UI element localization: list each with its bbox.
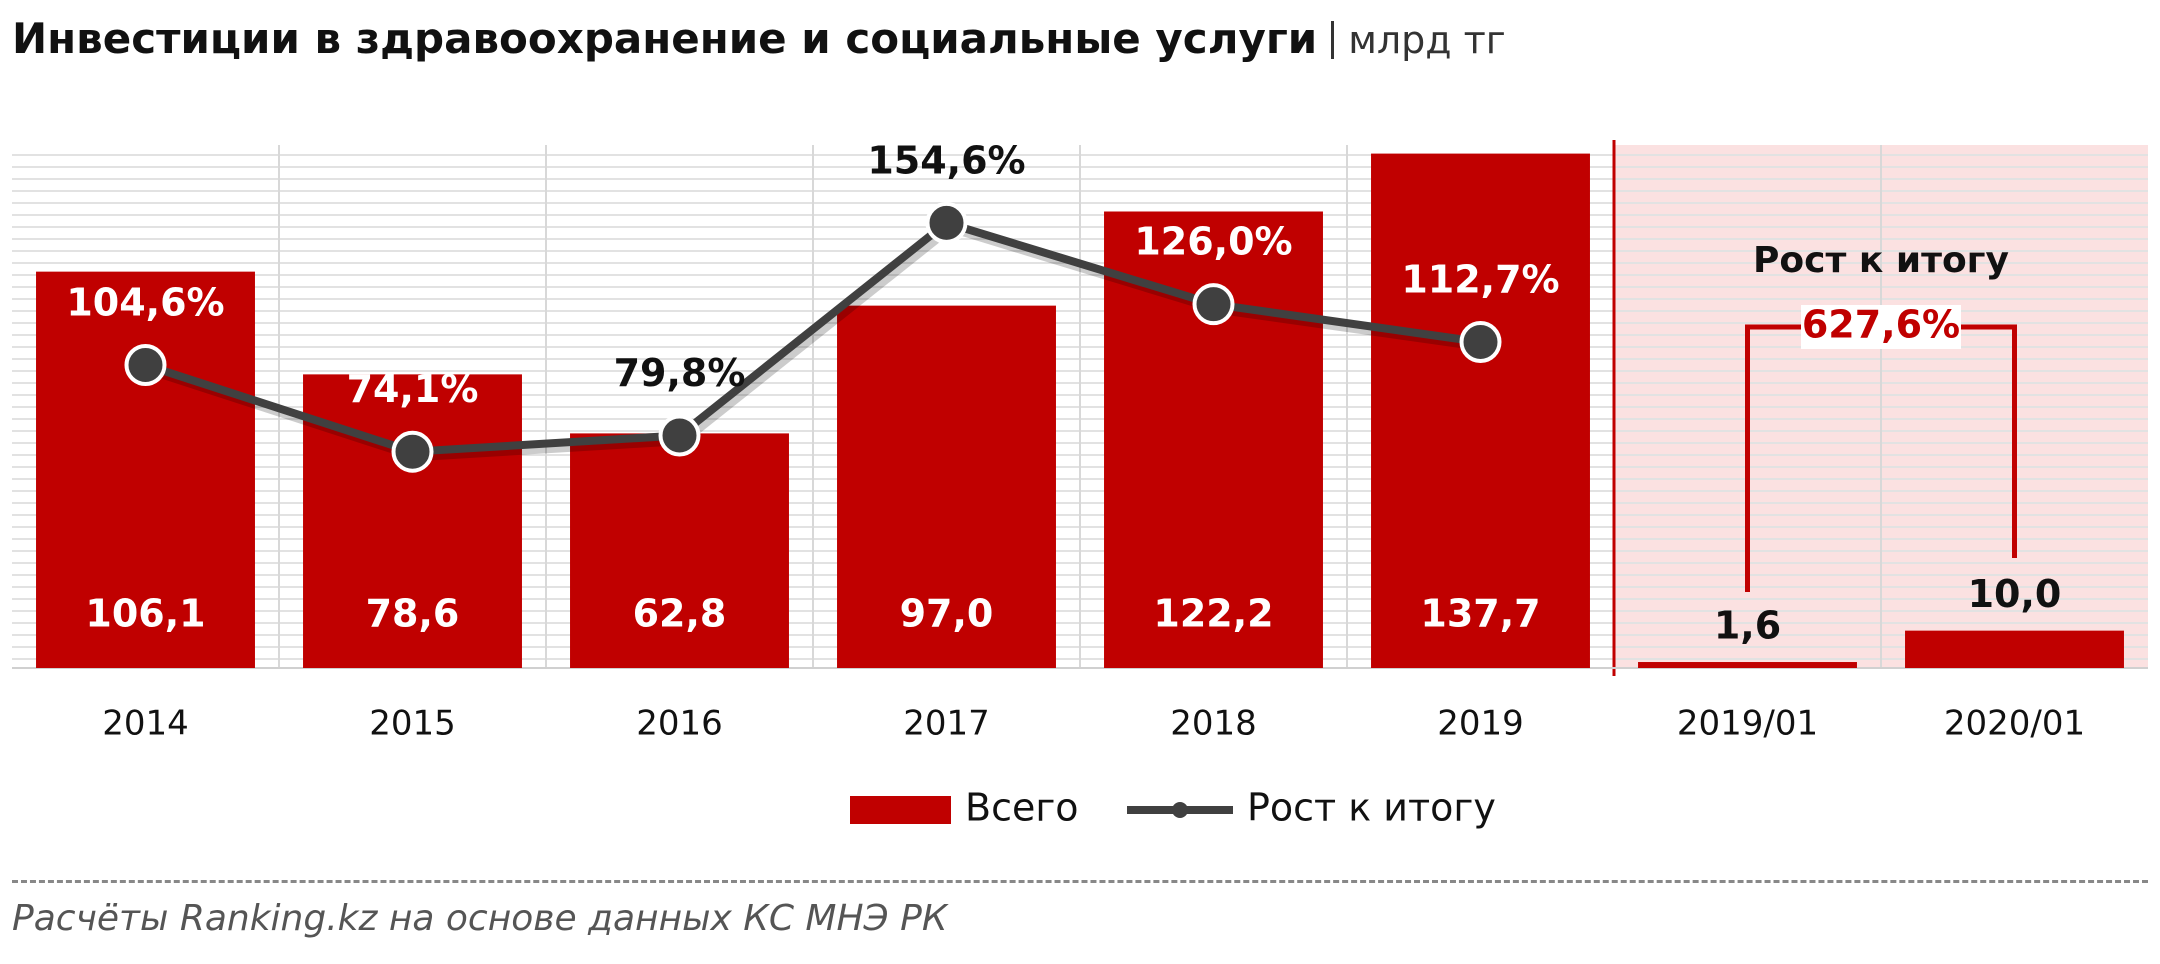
- growth-marker: [124, 344, 167, 387]
- growth-marker: [391, 430, 434, 473]
- bar: [1638, 662, 1857, 668]
- annotation-label-bg: [1801, 305, 1961, 349]
- legend-label: Рост к итогу: [1247, 786, 1496, 830]
- chart: 2014 2015 2016 2017 2018 2019 2019/01 2020/01 10…: [12, 138, 2148, 830]
- bar: [837, 305, 1056, 668]
- bar-value-label: 122,2: [1153, 592, 1273, 636]
- title-block: Инвестиции в здравоохранение и социальны…: [12, 14, 1506, 63]
- bar-value-label: 106,1: [85, 592, 205, 636]
- x-tick-label: 2016: [636, 704, 723, 744]
- chart-title: Инвестиции в здравоохранение и социальны…: [12, 14, 1318, 63]
- x-tick-label: 2019/01: [1677, 704, 1818, 744]
- growth-marker: [1459, 320, 1502, 363]
- annotation-title: Рост к итогу: [1753, 240, 2009, 281]
- x-tick-label: 2020/01: [1944, 704, 2085, 744]
- growth-value-label: 154,6%: [867, 138, 1025, 182]
- x-tick-label: 2019: [1437, 704, 1524, 744]
- title-separator: [1331, 21, 1335, 59]
- annotation-value: 627,6%: [1802, 303, 1960, 347]
- legend-swatch: [850, 796, 951, 824]
- bar: [303, 374, 522, 668]
- growth-marker: [1192, 283, 1235, 326]
- growth-value-label: 74,1%: [347, 367, 479, 411]
- bar-value-label: 1,6: [1714, 604, 1781, 648]
- legend-marker: [1172, 802, 1188, 818]
- unit-label: млрд тг: [1348, 18, 1506, 62]
- growth-marker: [658, 414, 701, 457]
- growth-line: [144, 218, 1482, 456]
- bar: [570, 433, 789, 668]
- legend-label: Всего: [965, 786, 1079, 830]
- bar: [1905, 630, 2124, 668]
- bar-value-label: 97,0: [900, 592, 994, 636]
- divider: [12, 880, 2148, 883]
- x-tick-label: 2014: [102, 704, 189, 744]
- bar-value-label: 62,8: [633, 592, 727, 636]
- bar: [36, 271, 255, 668]
- bar-value-label: 78,6: [366, 592, 460, 636]
- source-note: Расчёты Ranking.kz на основе данных КС М…: [12, 898, 948, 939]
- growth-value-label: 126,0%: [1134, 220, 1292, 264]
- growth-value-label: 112,7%: [1401, 257, 1559, 301]
- growth-value-label: 79,8%: [614, 351, 746, 395]
- growth-marker: [925, 201, 968, 244]
- bar: [1371, 153, 1590, 668]
- growth-value-label: 104,6%: [66, 281, 224, 325]
- x-tick-label: 2015: [369, 704, 456, 744]
- x-tick-label: 2018: [1170, 704, 1257, 744]
- bar-value-label: 10,0: [1968, 572, 2062, 616]
- bar-value-label: 137,7: [1420, 592, 1540, 636]
- x-tick-label: 2017: [903, 704, 990, 744]
